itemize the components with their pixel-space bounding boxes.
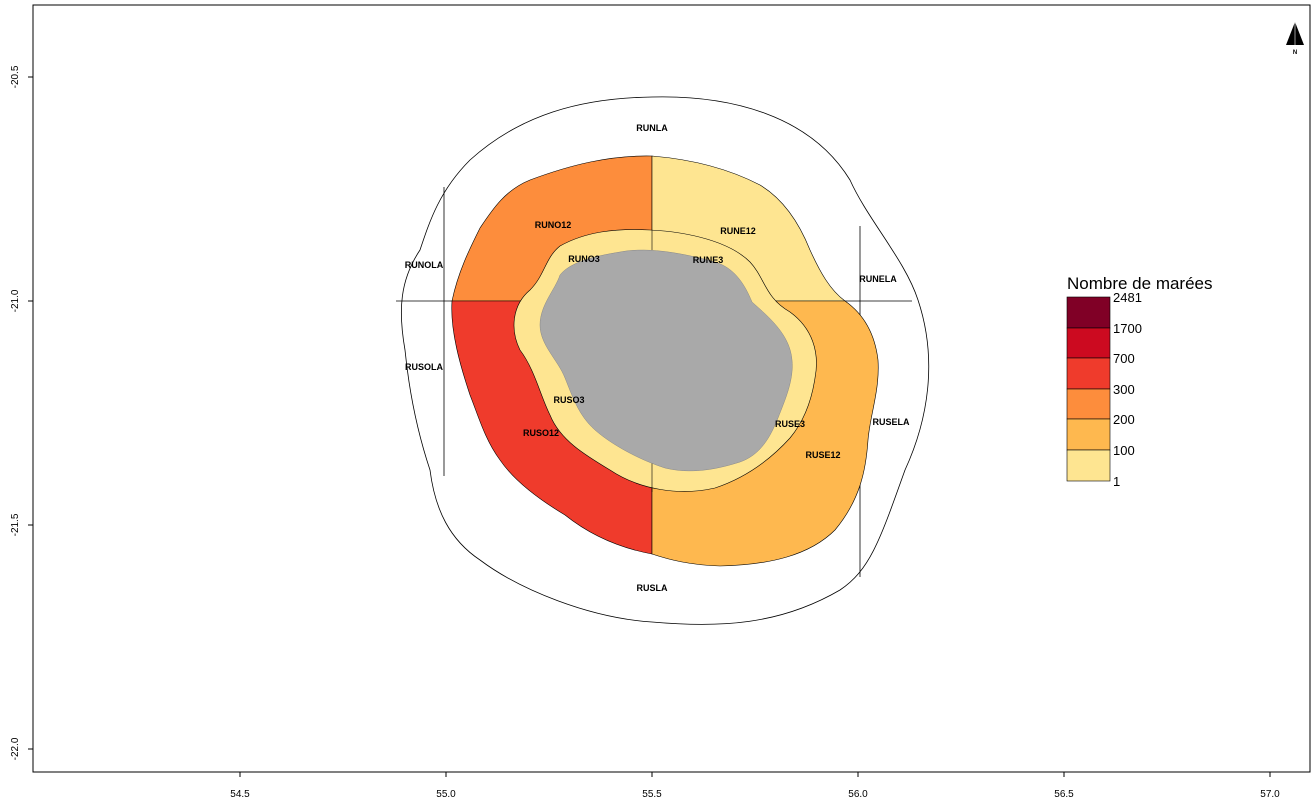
north-label: N xyxy=(1293,50,1297,56)
legend-swatch xyxy=(1066,388,1111,420)
legend-swatch xyxy=(1066,357,1111,390)
x-tick-label: 54.5 xyxy=(230,789,250,800)
x-tick-label: 55.5 xyxy=(642,789,662,800)
x-axis: 54.5 55.0 55.5 56.0 56.5 57.0 xyxy=(230,772,1280,800)
y-tick-label: -20.5 xyxy=(10,65,21,88)
legend-swatch xyxy=(1066,296,1111,329)
zone-label-ruso3: RUSO3 xyxy=(553,395,584,405)
zone-label-rusola: RUSOLA xyxy=(405,362,444,372)
x-tick-label: 57.0 xyxy=(1260,789,1280,800)
island-land xyxy=(539,249,793,472)
zone-label-runo12: RUNO12 xyxy=(535,220,572,230)
zone-label-rune3: RUNE3 xyxy=(693,255,724,265)
y-axis: -20.5 -21.0 -21.5 -22.0 xyxy=(10,65,33,760)
x-tick-label: 56.5 xyxy=(1054,789,1074,800)
x-tick-label: 55.0 xyxy=(436,789,456,800)
zone-label-runola: RUNOLA xyxy=(405,260,444,270)
y-tick-label: -22.0 xyxy=(10,737,21,760)
legend-swatch xyxy=(1066,327,1111,359)
zone-label-runela: RUNELA xyxy=(859,274,897,284)
legend-break: 300 xyxy=(1113,382,1135,397)
zone-label-rusela: RUSELA xyxy=(872,417,910,427)
y-tick-label: -21.0 xyxy=(10,289,21,312)
legend-swatch xyxy=(1066,449,1111,482)
legend-break: 100 xyxy=(1113,443,1135,458)
zone-label-rusla: RUSLA xyxy=(637,583,668,593)
legend: Nombre de marées 2481 1700 700 300 200 1… xyxy=(1066,274,1213,489)
y-tick-label: -21.5 xyxy=(10,513,21,536)
legend-break: 1700 xyxy=(1113,321,1142,336)
legend-title: Nombre de marées xyxy=(1067,274,1213,293)
legend-break: 2481 xyxy=(1113,290,1142,305)
zone-labels: RUNLA RUSLA RUNOLA RUSOLA RUNELA RUSELA … xyxy=(405,123,910,593)
map-frame xyxy=(32,4,1311,773)
zone-label-runo3: RUNO3 xyxy=(568,254,600,264)
x-tick-label: 56.0 xyxy=(848,789,868,800)
legend-break: 700 xyxy=(1113,351,1135,366)
zone-label-ruse12: RUSE12 xyxy=(805,450,840,460)
legend-break: 1 xyxy=(1113,474,1120,489)
zone-label-ruso12: RUSO12 xyxy=(523,428,559,438)
zone-label-rune12: RUNE12 xyxy=(720,226,756,236)
legend-swatch xyxy=(1066,418,1111,451)
zone-label-runla: RUNLA xyxy=(636,123,668,133)
zone-label-ruse3: RUSE3 xyxy=(775,419,805,429)
north-arrow: N xyxy=(1286,22,1304,56)
legend-break: 200 xyxy=(1113,412,1135,427)
